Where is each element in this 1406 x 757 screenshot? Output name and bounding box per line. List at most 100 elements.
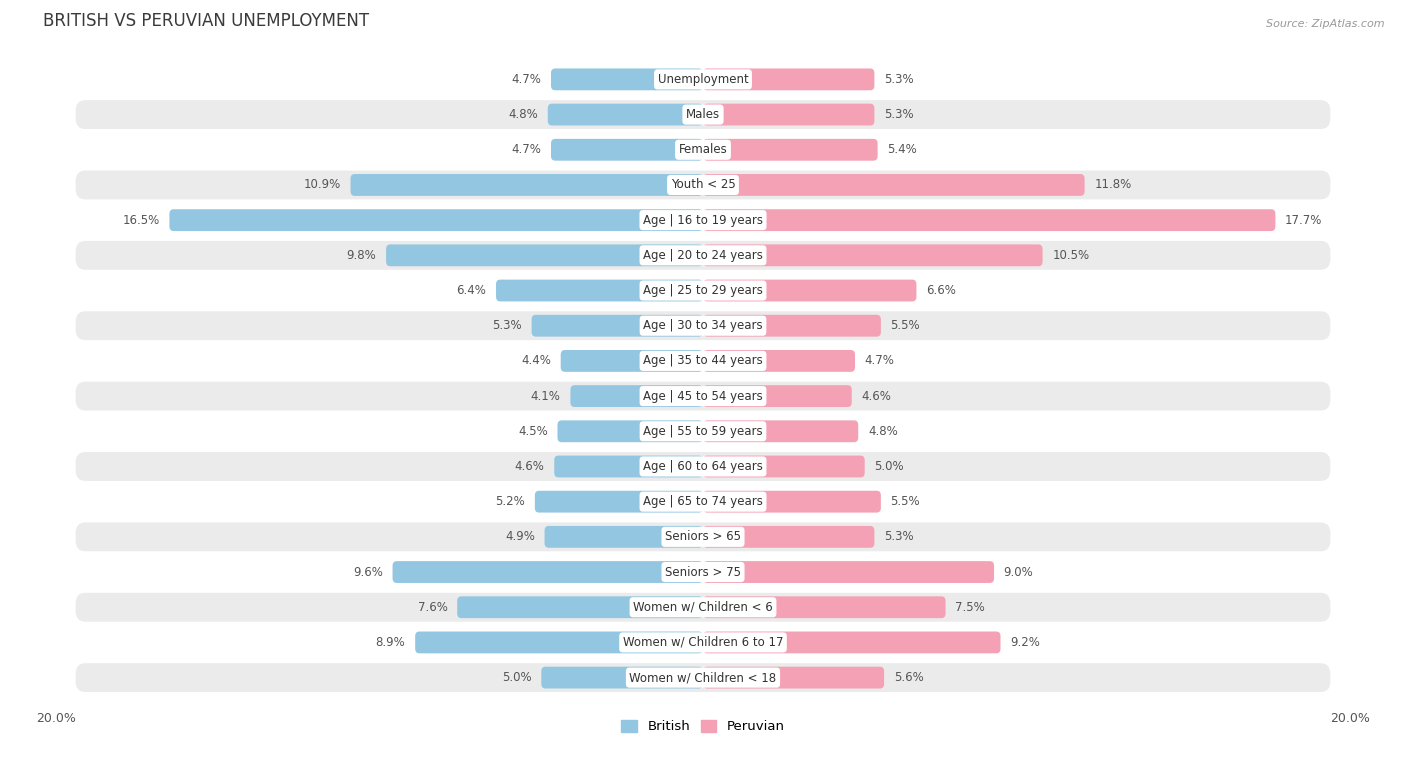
- Text: BRITISH VS PERUVIAN UNEMPLOYMENT: BRITISH VS PERUVIAN UNEMPLOYMENT: [44, 12, 370, 30]
- FancyBboxPatch shape: [457, 597, 703, 618]
- Text: 9.8%: 9.8%: [347, 249, 377, 262]
- Text: 5.3%: 5.3%: [492, 319, 522, 332]
- Text: 5.3%: 5.3%: [884, 108, 914, 121]
- FancyBboxPatch shape: [703, 631, 1001, 653]
- FancyBboxPatch shape: [76, 276, 1330, 305]
- Text: Age | 55 to 59 years: Age | 55 to 59 years: [643, 425, 763, 438]
- FancyBboxPatch shape: [544, 526, 703, 548]
- FancyBboxPatch shape: [76, 522, 1330, 551]
- Text: Age | 20 to 24 years: Age | 20 to 24 years: [643, 249, 763, 262]
- FancyBboxPatch shape: [76, 65, 1330, 94]
- Text: 5.3%: 5.3%: [884, 531, 914, 544]
- FancyBboxPatch shape: [703, 245, 1043, 266]
- Text: 4.8%: 4.8%: [509, 108, 538, 121]
- FancyBboxPatch shape: [170, 209, 703, 231]
- FancyBboxPatch shape: [387, 245, 703, 266]
- FancyBboxPatch shape: [76, 593, 1330, 621]
- Text: 5.3%: 5.3%: [884, 73, 914, 86]
- FancyBboxPatch shape: [350, 174, 703, 196]
- Text: 4.7%: 4.7%: [512, 143, 541, 156]
- FancyBboxPatch shape: [703, 561, 994, 583]
- FancyBboxPatch shape: [703, 491, 880, 512]
- FancyBboxPatch shape: [703, 420, 858, 442]
- Text: Age | 35 to 44 years: Age | 35 to 44 years: [643, 354, 763, 367]
- FancyBboxPatch shape: [76, 206, 1330, 235]
- Text: 4.6%: 4.6%: [862, 390, 891, 403]
- FancyBboxPatch shape: [558, 420, 703, 442]
- FancyBboxPatch shape: [548, 104, 703, 126]
- FancyBboxPatch shape: [534, 491, 703, 512]
- FancyBboxPatch shape: [551, 68, 703, 90]
- FancyBboxPatch shape: [703, 104, 875, 126]
- Text: 11.8%: 11.8%: [1094, 179, 1132, 192]
- FancyBboxPatch shape: [76, 628, 1330, 657]
- Text: Youth < 25: Youth < 25: [671, 179, 735, 192]
- FancyBboxPatch shape: [76, 417, 1330, 446]
- Text: 9.6%: 9.6%: [353, 565, 382, 578]
- Text: 5.5%: 5.5%: [890, 495, 920, 508]
- FancyBboxPatch shape: [541, 667, 703, 689]
- Text: 4.7%: 4.7%: [865, 354, 894, 367]
- Text: 4.4%: 4.4%: [522, 354, 551, 367]
- FancyBboxPatch shape: [76, 558, 1330, 587]
- Text: 4.8%: 4.8%: [868, 425, 897, 438]
- Text: 10.9%: 10.9%: [304, 179, 340, 192]
- Text: 4.5%: 4.5%: [517, 425, 548, 438]
- FancyBboxPatch shape: [561, 350, 703, 372]
- FancyBboxPatch shape: [703, 667, 884, 689]
- FancyBboxPatch shape: [703, 139, 877, 160]
- Text: Seniors > 75: Seniors > 75: [665, 565, 741, 578]
- FancyBboxPatch shape: [703, 350, 855, 372]
- Text: 10.5%: 10.5%: [1052, 249, 1090, 262]
- FancyBboxPatch shape: [703, 279, 917, 301]
- FancyBboxPatch shape: [76, 241, 1330, 269]
- Text: Source: ZipAtlas.com: Source: ZipAtlas.com: [1267, 19, 1385, 29]
- Text: 5.2%: 5.2%: [495, 495, 526, 508]
- Text: 6.6%: 6.6%: [927, 284, 956, 297]
- FancyBboxPatch shape: [76, 136, 1330, 164]
- Text: 17.7%: 17.7%: [1285, 213, 1323, 226]
- Text: Age | 65 to 74 years: Age | 65 to 74 years: [643, 495, 763, 508]
- Text: 4.1%: 4.1%: [531, 390, 561, 403]
- Text: 5.5%: 5.5%: [890, 319, 920, 332]
- Text: Women w/ Children < 6: Women w/ Children < 6: [633, 601, 773, 614]
- FancyBboxPatch shape: [76, 452, 1330, 481]
- Text: Age | 16 to 19 years: Age | 16 to 19 years: [643, 213, 763, 226]
- Text: Females: Females: [679, 143, 727, 156]
- FancyBboxPatch shape: [703, 209, 1275, 231]
- FancyBboxPatch shape: [76, 488, 1330, 516]
- Text: 5.0%: 5.0%: [875, 460, 904, 473]
- Text: 4.6%: 4.6%: [515, 460, 544, 473]
- Text: Age | 45 to 54 years: Age | 45 to 54 years: [643, 390, 763, 403]
- FancyBboxPatch shape: [554, 456, 703, 478]
- FancyBboxPatch shape: [415, 631, 703, 653]
- Text: 7.6%: 7.6%: [418, 601, 447, 614]
- Text: 7.5%: 7.5%: [955, 601, 986, 614]
- Text: Women w/ Children < 18: Women w/ Children < 18: [630, 671, 776, 684]
- Text: 6.4%: 6.4%: [457, 284, 486, 297]
- Text: Males: Males: [686, 108, 720, 121]
- Text: Age | 25 to 29 years: Age | 25 to 29 years: [643, 284, 763, 297]
- FancyBboxPatch shape: [76, 100, 1330, 129]
- Text: 16.5%: 16.5%: [122, 213, 160, 226]
- FancyBboxPatch shape: [392, 561, 703, 583]
- Text: 9.0%: 9.0%: [1004, 565, 1033, 578]
- FancyBboxPatch shape: [703, 597, 945, 618]
- FancyBboxPatch shape: [76, 170, 1330, 199]
- Text: 5.4%: 5.4%: [887, 143, 917, 156]
- Text: 8.9%: 8.9%: [375, 636, 405, 649]
- FancyBboxPatch shape: [531, 315, 703, 337]
- Text: Seniors > 65: Seniors > 65: [665, 531, 741, 544]
- FancyBboxPatch shape: [703, 315, 880, 337]
- FancyBboxPatch shape: [703, 456, 865, 478]
- FancyBboxPatch shape: [571, 385, 703, 407]
- Text: 5.0%: 5.0%: [502, 671, 531, 684]
- FancyBboxPatch shape: [703, 174, 1084, 196]
- Text: Women w/ Children 6 to 17: Women w/ Children 6 to 17: [623, 636, 783, 649]
- Text: Age | 60 to 64 years: Age | 60 to 64 years: [643, 460, 763, 473]
- Text: 9.2%: 9.2%: [1010, 636, 1040, 649]
- Text: Age | 30 to 34 years: Age | 30 to 34 years: [643, 319, 763, 332]
- FancyBboxPatch shape: [551, 139, 703, 160]
- Text: 5.6%: 5.6%: [894, 671, 924, 684]
- FancyBboxPatch shape: [76, 347, 1330, 375]
